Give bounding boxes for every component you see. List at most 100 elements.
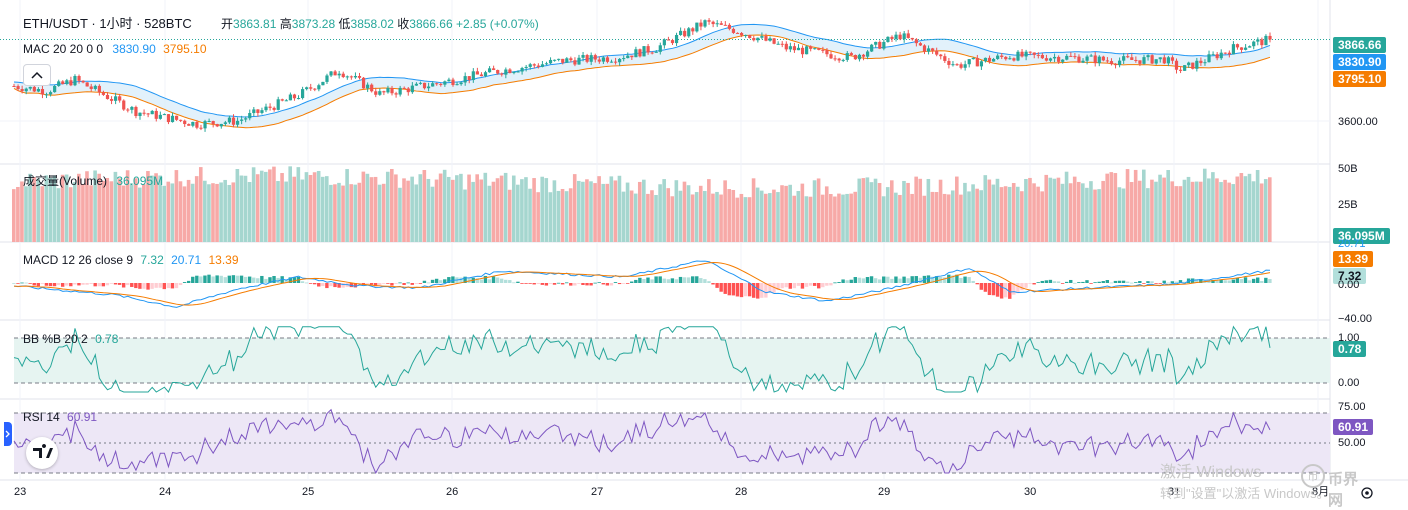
candle-body xyxy=(1142,57,1146,64)
macd-signal-badge: 13.39 xyxy=(1333,251,1374,267)
volume-bar xyxy=(12,189,16,242)
volume-bar xyxy=(377,184,382,242)
volume-bar xyxy=(889,180,894,242)
macd-histogram-bar xyxy=(662,278,666,283)
candle-body xyxy=(979,61,984,67)
volume-bar xyxy=(1158,174,1162,242)
side-panel-toggle[interactable] xyxy=(4,422,12,446)
volume-bar xyxy=(349,184,353,242)
volume-bar xyxy=(1044,174,1049,242)
candle-body xyxy=(93,85,97,89)
macd-histogram-bar xyxy=(235,275,240,283)
candle-body xyxy=(142,112,146,114)
macd-histogram-bar xyxy=(138,283,142,289)
volume-bar xyxy=(1125,169,1130,242)
macd-histogram-bar xyxy=(1060,283,1065,284)
candle-body xyxy=(727,24,731,29)
candle-body xyxy=(1235,44,1240,48)
volume-bar xyxy=(324,176,329,242)
volume-bar xyxy=(129,183,134,242)
bb-legend[interactable]: BB %B 20 2 0.78 xyxy=(23,332,118,346)
candle-body xyxy=(926,48,931,52)
macd-histogram-bar xyxy=(719,283,723,292)
volume-bar xyxy=(568,188,573,242)
time-tick: 25 xyxy=(302,486,315,498)
candle-body xyxy=(613,61,618,63)
volume-bar xyxy=(320,176,325,242)
candle-body xyxy=(752,38,756,41)
volume-bar xyxy=(959,194,963,242)
candle-body xyxy=(528,64,532,67)
macd-histogram-bar xyxy=(264,278,268,283)
macd-histogram-bar xyxy=(182,282,187,283)
candle-body xyxy=(674,34,679,44)
candle-body xyxy=(646,46,650,53)
candle-body xyxy=(1073,56,1077,58)
volume-bar xyxy=(812,180,817,242)
candle-body xyxy=(215,124,219,127)
macd-histogram-bar xyxy=(1040,280,1044,283)
volume-bar xyxy=(1105,173,1110,242)
volume-bar xyxy=(816,178,821,242)
candle-body xyxy=(382,91,386,93)
macd-histogram-bar xyxy=(284,279,288,283)
close-label: 收 xyxy=(397,17,410,31)
candle-body xyxy=(1150,55,1154,64)
candle-body xyxy=(69,80,73,86)
candle-body xyxy=(1248,46,1252,48)
candle-body xyxy=(276,99,280,110)
volume-bar xyxy=(776,192,780,242)
volume-bar xyxy=(166,181,171,242)
macd-histogram-bar xyxy=(1264,277,1268,283)
candle-body xyxy=(1113,64,1118,66)
candle-body xyxy=(459,82,463,85)
macd-hist-badge: 7.32 xyxy=(1333,268,1367,284)
volume-bar xyxy=(174,170,179,242)
macd-histogram-bar xyxy=(581,283,585,286)
tradingview-logo[interactable] xyxy=(26,437,58,469)
settings-button[interactable] xyxy=(1359,485,1375,501)
rsi-legend[interactable]: RSI 14 60.91 xyxy=(23,410,97,424)
macd-histogram-bar xyxy=(715,283,719,288)
macd-histogram-bar xyxy=(1003,283,1008,298)
macd-histogram-bar xyxy=(32,283,36,286)
candle-body xyxy=(101,92,106,95)
rsi-label: RSI 14 xyxy=(23,410,60,424)
candle-body xyxy=(1044,58,1049,61)
macd-hist-value: 7.32 xyxy=(140,253,164,267)
macd-histogram-bar xyxy=(1227,280,1231,283)
mac-legend[interactable]: MAC 20 20 0 0 3830.90 3795.10 xyxy=(23,42,207,56)
volume-bar xyxy=(520,179,524,242)
volume-bar xyxy=(711,193,715,242)
volume-value: 36.095M xyxy=(116,174,164,188)
volume-bar xyxy=(1072,176,1077,242)
volume-bar xyxy=(239,175,244,242)
volume-legend[interactable]: 成交量(Volume) 36.095M xyxy=(23,174,163,188)
volume-bar xyxy=(1235,176,1240,242)
volume-bar xyxy=(255,174,260,242)
candle-body xyxy=(256,109,260,113)
candle-body xyxy=(305,87,309,90)
candle-body xyxy=(195,121,199,128)
collapse-legend-button[interactable] xyxy=(23,64,51,86)
macd-histogram-bar xyxy=(292,277,297,283)
volume-bar xyxy=(845,193,849,242)
macd-histogram-bar xyxy=(995,283,1000,297)
candle-body xyxy=(589,55,593,62)
candle-body xyxy=(561,58,565,63)
candle-body xyxy=(1239,47,1244,50)
candle-body xyxy=(874,41,878,45)
volume-bar xyxy=(284,181,288,242)
candle-body xyxy=(1268,35,1272,40)
open-value: 3863.81 xyxy=(233,17,277,31)
volume-bar xyxy=(1178,186,1183,242)
macd-histogram-bar xyxy=(36,283,40,287)
candle-body xyxy=(1000,55,1004,57)
macd-legend[interactable]: MACD 12 26 close 9 7.32 20.71 13.39 xyxy=(23,253,239,267)
volume-bar xyxy=(154,173,158,242)
candle-body xyxy=(179,119,183,121)
volume-bar xyxy=(81,184,85,242)
candle-body xyxy=(593,55,597,60)
candle-body xyxy=(581,55,585,58)
